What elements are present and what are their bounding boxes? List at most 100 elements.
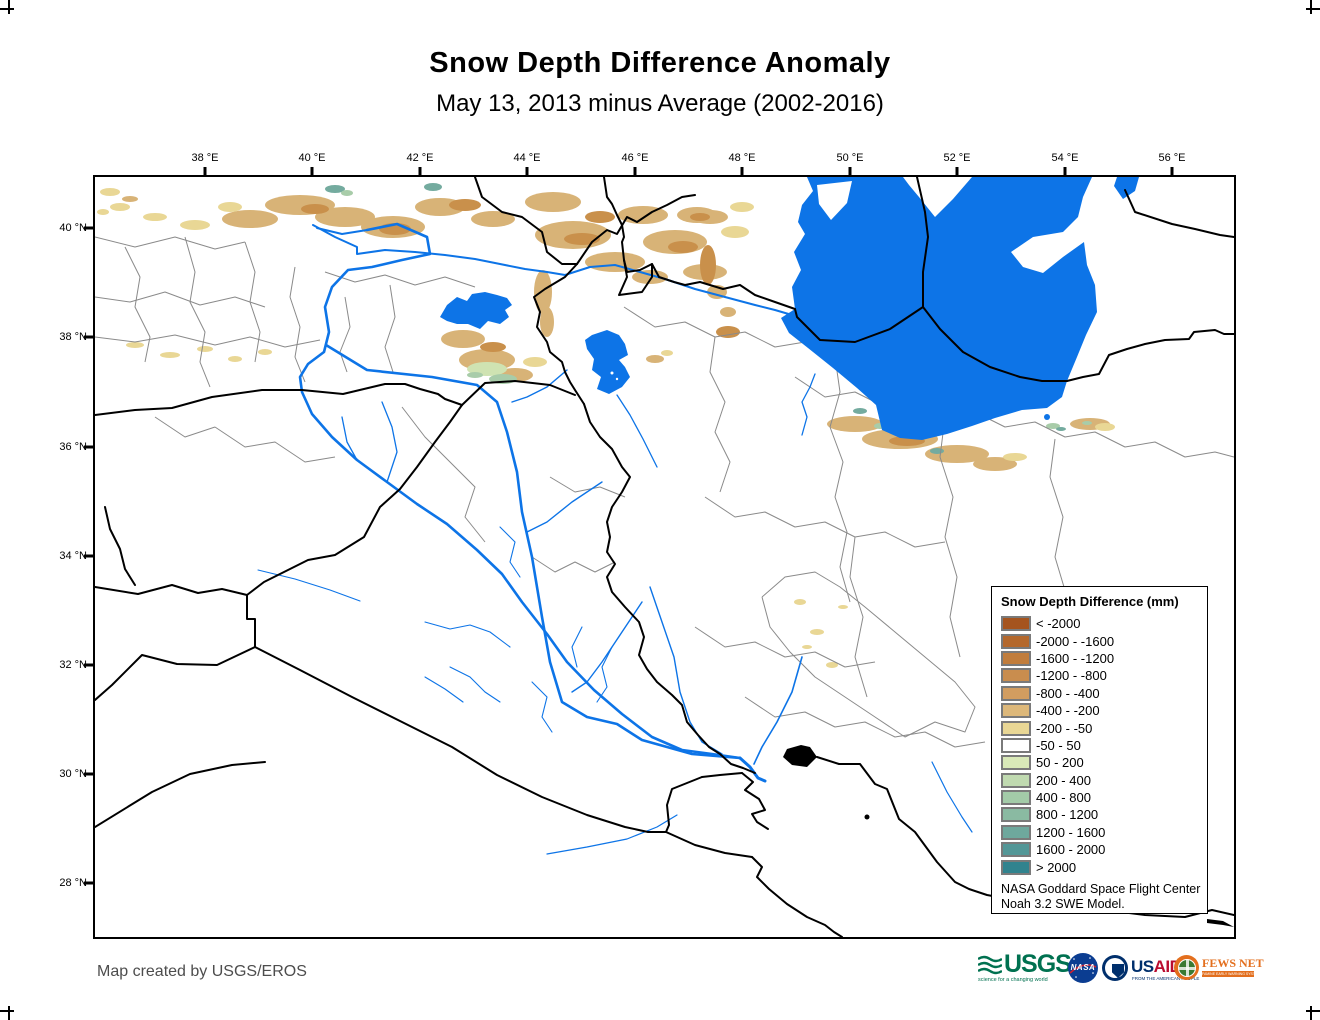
legend-swatch: [1001, 859, 1031, 875]
lat-tick: [84, 881, 94, 885]
lat-tick: [84, 335, 94, 339]
caspian-boundary-north: [916, 177, 929, 308]
iran-coastal-river: [931, 761, 973, 833]
lon-tick: [203, 167, 207, 176]
lat-label: 30 °N: [59, 768, 87, 780]
legend-item: -800 - -400: [1001, 685, 1207, 702]
legend-item: 50 - 200: [1001, 754, 1207, 771]
lon-tick: [310, 167, 314, 176]
lon-label: 38 °E: [191, 152, 219, 164]
tigris-river: [324, 343, 742, 760]
urmia-island: [610, 371, 614, 375]
legend-source: NASA Goddard Space Flight Center Noah 3.…: [1001, 882, 1207, 912]
lon-label: 42 °E: [406, 152, 434, 164]
wadi-tributary: [596, 646, 613, 703]
lon-tick: [1063, 167, 1067, 176]
legend-item: -2000 - -1600: [1001, 632, 1207, 649]
legend-item: -1600 - -1200: [1001, 650, 1207, 667]
legend-label: -1600 - -1200: [1036, 650, 1115, 666]
nasa-wordmark: NASA: [1070, 963, 1096, 972]
legend-swatch: [1001, 807, 1031, 823]
legend-swatch: [1001, 720, 1031, 736]
legend-swatch: [1001, 633, 1031, 649]
lon-tick: [848, 167, 852, 176]
nasa-logo-icon: NASA: [1068, 953, 1098, 983]
wadi-al-batin: [546, 814, 678, 855]
jordan-iraq-border: [246, 594, 256, 648]
lat-tick: [84, 663, 94, 667]
wadi-tributary: [449, 666, 501, 703]
legend-swatch: [1001, 824, 1031, 840]
caspian-ne-piece: [1114, 177, 1139, 199]
wadi-tributary: [531, 681, 553, 733]
wadi-tributary: [424, 676, 464, 703]
country-borders-layer: [95, 177, 1234, 937]
diyala-river: [571, 601, 643, 693]
iran-gulf-coast: [816, 756, 1234, 918]
lake-urmia: [585, 330, 630, 394]
legend-swatch: [1001, 755, 1031, 771]
syria-jordan-border: [95, 584, 248, 596]
fewsnet-globe-inner: [1177, 958, 1196, 977]
armenia-border-north: [603, 177, 625, 261]
kuwait-west-border: [665, 776, 703, 833]
map-legend: Snow Depth Difference (mm) < -2000 -2000 …: [991, 586, 1208, 914]
levant-coast: [104, 506, 136, 586]
lon-label: 44 °E: [513, 152, 541, 164]
legend-item: 1600 - 2000: [1001, 841, 1207, 858]
kuwait-bay-coast: [741, 772, 769, 830]
urmia-island: [615, 377, 619, 381]
lat-label: 34 °N: [59, 550, 87, 562]
legend-swatch: [1001, 650, 1031, 666]
kuwait-north-border: [701, 772, 743, 778]
fewsnet-wordmark: FEWS NET: [1202, 956, 1264, 970]
lake-van: [440, 292, 512, 329]
syria-iraq-border: [246, 404, 463, 596]
legend-label: > 2000: [1036, 859, 1077, 875]
usaid-seal-icon: [1102, 955, 1128, 981]
khabur-river: [381, 401, 398, 483]
lat-tick: [84, 554, 94, 558]
legend-source-line1: NASA Goddard Space Flight Center: [1001, 881, 1201, 896]
turkey-iraq-border: [461, 380, 576, 406]
legend-swatch: [1001, 790, 1031, 806]
legend-label: -2000 - -1600: [1036, 633, 1115, 649]
jordan-saudi-zigzag: [95, 761, 266, 828]
legend-swatch: [1001, 737, 1031, 753]
page-title: Snow Depth Difference Anomaly: [429, 47, 891, 79]
usgs-tagline: science for a changing world: [978, 977, 1048, 983]
wadi-tributary: [499, 526, 521, 578]
lat-tick: [84, 772, 94, 776]
turkey-syria-border: [95, 383, 463, 416]
caspian-boundary-southeast: [922, 306, 1068, 382]
cropmark-top-right-h: [1306, 8, 1320, 10]
kharg-island: [864, 814, 870, 820]
admin-boundaries-layer: [95, 236, 1234, 748]
legend-swatch: [1001, 685, 1031, 701]
kura-lowland: [817, 181, 852, 220]
legend-source-line2: Noah 3.2 SWE Model.: [1001, 896, 1125, 911]
lesser-zab-river: [526, 481, 603, 533]
cropmark-bottom-left-h: [0, 1010, 14, 1012]
wadi-tributary: [257, 569, 361, 602]
legend-label: 200 - 400: [1036, 772, 1091, 788]
legend-item: -50 - 50: [1001, 737, 1207, 754]
legend-label: -1200 - -800: [1036, 668, 1107, 684]
caucasus-border: [474, 177, 578, 265]
legend-item: 400 - 800: [1001, 789, 1207, 806]
lon-label: 50 °E: [836, 152, 864, 164]
cropmark-top-left-h: [0, 8, 14, 10]
balikh-river: [341, 416, 358, 461]
lon-tick: [1170, 167, 1174, 176]
lon-tick: [633, 167, 637, 176]
lon-label: 54 °E: [1051, 152, 1079, 164]
lon-tick: [740, 167, 744, 176]
iran-turkmenistan-border: [1066, 329, 1234, 382]
cropmark-bottom-right-v: [1310, 1006, 1312, 1020]
legend-label: -800 - -400: [1036, 685, 1100, 701]
legend-label: 1200 - 1600: [1036, 824, 1106, 840]
kuwait-south-border: [665, 831, 753, 858]
saudi-gulf-coast: [751, 856, 843, 937]
iran-iraq-border: [583, 403, 756, 774]
